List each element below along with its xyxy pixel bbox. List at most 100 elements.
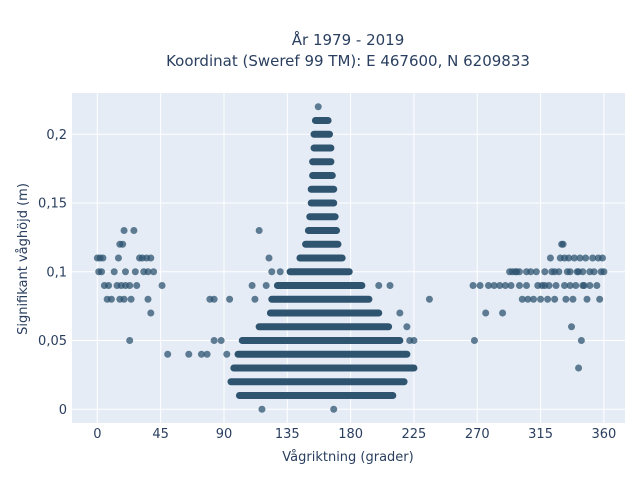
data-point [552,282,560,289]
data-point [476,282,484,289]
data-point [496,282,504,289]
chart-title-line-2: Koordinat (Sweref 99 TM): E 467600, N 62… [166,52,530,70]
data-point-cluster [307,185,338,193]
data-point-cluster [286,268,353,276]
data-point [133,282,141,289]
data-point [583,295,591,303]
data-point [600,268,608,276]
data-point-cluster [230,364,418,372]
data-point [150,268,158,276]
data-point-cluster [310,144,335,152]
data-point [590,268,598,276]
y-axis-title: Signifikant våghöjd (m) [16,183,31,335]
data-point [565,254,573,262]
plot-area [72,93,625,423]
data-point-cluster [268,295,373,303]
y-tick-label: 0,15 [38,197,67,212]
y-tick-label: 0,1 [46,265,67,280]
data-point [248,282,256,289]
data-point [566,282,574,289]
data-point [158,282,166,289]
data-point [568,323,576,331]
data-point [582,254,590,262]
data-point [530,295,538,303]
data-point [99,254,107,262]
data-point [482,309,490,317]
data-point [544,295,552,303]
data-point-cluster [311,117,332,124]
data-point [330,405,338,413]
data-point [537,295,545,303]
data-point [121,268,129,276]
data-point [375,282,383,289]
data-point [361,392,369,399]
data-point [546,254,554,262]
data-point [577,337,585,344]
x-tick-label: 0 [93,427,101,442]
data-point-cluster [304,227,341,234]
data-point [425,295,433,303]
x-tick-label: 360 [591,427,616,442]
data-point-cluster [309,158,335,166]
data-point [114,254,122,262]
data-point [560,282,568,289]
data-point [223,350,231,358]
data-point [575,364,583,372]
data-point [268,268,276,276]
data-point [410,337,418,344]
data-point [131,268,139,276]
data-point [541,268,549,276]
data-point [570,254,578,262]
data-point-cluster [255,323,393,331]
data-point [551,295,559,303]
data-point [119,240,127,248]
data-point [197,350,205,358]
data-point [185,350,193,358]
data-point [470,337,478,344]
data-point-cluster [296,254,346,262]
data-point [164,350,172,358]
data-point [559,240,567,248]
data-point [589,254,597,262]
data-point [98,268,106,276]
data-point [210,295,218,303]
data-point [403,323,411,331]
data-point [515,268,523,276]
data-point [499,309,507,317]
x-tick-label: 270 [465,427,490,442]
data-point-cluster [302,240,342,248]
chart-title-line-1: År 1979 - 2019 [292,30,405,49]
data-point [255,227,263,234]
data-point [524,295,532,303]
data-point-cluster [310,130,334,138]
grid-lines [72,93,625,423]
data-point [566,268,574,276]
data-point [575,268,583,276]
data-point [598,254,606,262]
data-point-cluster [306,213,339,221]
data-point [569,295,577,303]
x-tick-label: 315 [528,427,553,442]
x-axis-ticks: 0 45 90 135 180 225 270 315 360 [93,427,616,442]
x-tick-label: 225 [402,427,427,442]
data-point [501,282,509,289]
data-point [127,295,135,303]
data-point [593,282,601,289]
data-point [251,295,259,303]
data-point [518,295,526,303]
data-point [144,268,152,276]
x-tick-label: 45 [152,427,169,442]
data-point-cluster [235,392,397,399]
x-tick-label: 135 [275,427,300,442]
data-point [144,295,152,303]
x-tick-label: 90 [216,427,233,442]
data-point [120,295,128,303]
data-point [527,268,535,276]
data-point-cluster [309,172,336,179]
data-point [120,227,128,234]
data-point [485,282,493,289]
y-tick-label: 0,2 [46,128,67,143]
data-point [147,254,155,262]
data-point-cluster [227,378,408,386]
